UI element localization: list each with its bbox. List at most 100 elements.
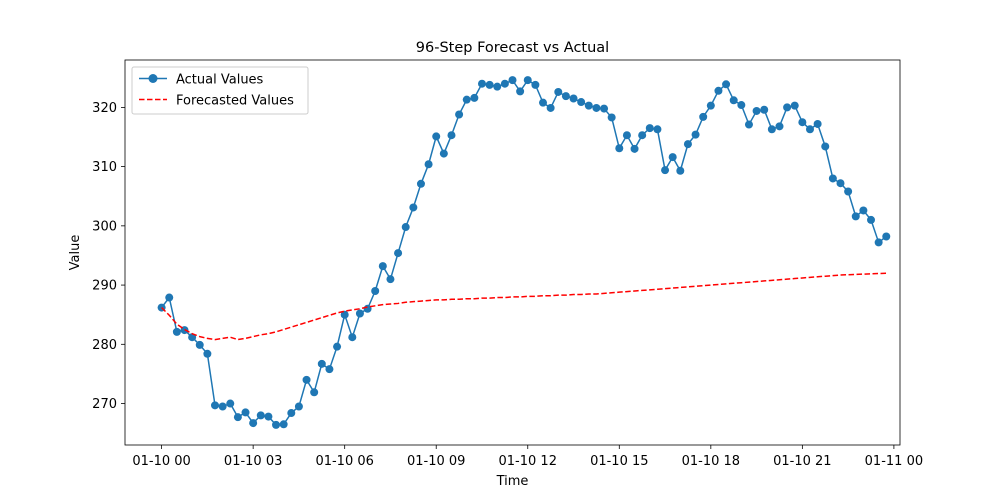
data-point-actual-values bbox=[630, 144, 639, 153]
data-point-actual-values bbox=[424, 160, 433, 169]
data-point-actual-values bbox=[546, 103, 555, 112]
legend-marker-actual bbox=[148, 74, 158, 83]
x-tick-label: 01-10 00 bbox=[132, 454, 190, 469]
data-point-actual-values bbox=[455, 110, 464, 119]
data-point-actual-values bbox=[348, 333, 357, 342]
data-point-actual-values bbox=[233, 413, 242, 422]
data-point-actual-values bbox=[805, 125, 814, 134]
plot-layer bbox=[157, 76, 891, 429]
y-tick-label: 270 bbox=[92, 397, 117, 412]
series-line-actual-values bbox=[161, 79, 887, 426]
data-point-actual-values bbox=[874, 238, 883, 247]
data-point-actual-values bbox=[813, 119, 822, 128]
data-point-actual-values bbox=[508, 76, 517, 85]
data-point-actual-values bbox=[211, 401, 220, 410]
y-tick-label: 300 bbox=[92, 219, 117, 234]
y-tick-label: 310 bbox=[92, 160, 117, 175]
data-point-actual-values bbox=[470, 93, 479, 102]
data-point-actual-values bbox=[638, 131, 647, 140]
data-point-actual-values bbox=[668, 153, 677, 162]
data-point-actual-values bbox=[859, 206, 868, 215]
data-point-actual-values bbox=[615, 144, 624, 153]
data-point-actual-values bbox=[592, 103, 601, 112]
data-point-actual-values bbox=[539, 98, 548, 107]
data-point-actual-values bbox=[828, 174, 837, 183]
data-point-actual-values bbox=[203, 349, 212, 358]
data-point-actual-values bbox=[584, 101, 593, 110]
data-point-actual-values bbox=[561, 92, 570, 101]
data-point-actual-values bbox=[661, 166, 670, 175]
data-point-actual-values bbox=[699, 112, 708, 121]
ticks-layer: 01-10 00 01-10 03 01-10 06 01-10 09 01-10 12… bbox=[92, 101, 923, 469]
data-point-actual-values bbox=[371, 287, 380, 295]
data-point-actual-values bbox=[622, 131, 631, 140]
data-point-actual-values bbox=[500, 79, 509, 88]
data-point-actual-values bbox=[172, 327, 181, 336]
data-point-actual-values bbox=[798, 118, 807, 127]
data-point-actual-values bbox=[752, 106, 761, 115]
legend: Actual Values Forecasted Values bbox=[131, 66, 309, 115]
data-point-actual-values bbox=[554, 87, 563, 96]
data-point-actual-values bbox=[760, 105, 769, 114]
data-point-actual-values bbox=[485, 80, 494, 89]
data-point-actual-values bbox=[317, 359, 326, 368]
legend-box bbox=[131, 66, 309, 115]
x-tick-label: 01-10 18 bbox=[682, 454, 740, 469]
data-point-actual-values bbox=[218, 402, 227, 411]
data-point-actual-values bbox=[821, 142, 830, 151]
data-point-actual-values bbox=[416, 179, 425, 188]
series-line-forecasted-values bbox=[161, 272, 887, 341]
data-point-actual-values bbox=[607, 113, 616, 122]
y-tick-label: 320 bbox=[92, 101, 117, 116]
data-point-actual-values bbox=[577, 98, 586, 107]
legend-label-actual: Actual Values bbox=[176, 73, 264, 88]
data-point-actual-values bbox=[714, 86, 723, 95]
y-tick-label: 280 bbox=[92, 338, 117, 353]
data-point-actual-values bbox=[462, 95, 471, 104]
data-point-actual-values bbox=[493, 82, 502, 91]
data-point-actual-values bbox=[325, 365, 334, 374]
data-point-actual-values bbox=[333, 342, 342, 351]
data-point-actual-values bbox=[447, 131, 456, 140]
data-point-actual-values bbox=[676, 166, 685, 175]
x-tick-label: 01-10 21 bbox=[773, 454, 831, 469]
data-point-actual-values bbox=[790, 101, 799, 110]
data-point-actual-values bbox=[256, 411, 265, 420]
data-point-actual-values bbox=[355, 309, 364, 318]
data-point-actual-values bbox=[767, 125, 776, 134]
data-point-actual-values bbox=[683, 140, 692, 149]
data-point-actual-values bbox=[737, 101, 746, 110]
data-point-actual-values bbox=[844, 187, 853, 196]
x-tick-label: 01-10 03 bbox=[224, 454, 282, 469]
data-point-actual-values bbox=[775, 122, 784, 131]
data-point-actual-values bbox=[744, 120, 753, 129]
data-point-actual-values bbox=[432, 132, 441, 141]
data-point-actual-values bbox=[600, 104, 609, 113]
data-point-actual-values bbox=[706, 101, 715, 110]
x-tick-label: 01-11 00 bbox=[865, 454, 923, 469]
data-point-actual-values bbox=[279, 420, 288, 429]
data-point-actual-values bbox=[340, 310, 349, 319]
data-point-actual-values bbox=[477, 79, 486, 88]
data-point-actual-values bbox=[836, 179, 845, 188]
data-point-actual-values bbox=[401, 223, 410, 232]
data-point-actual-values bbox=[882, 232, 891, 241]
data-point-actual-values bbox=[409, 203, 418, 212]
data-point-actual-values bbox=[241, 408, 250, 417]
x-axis-label: Time bbox=[496, 474, 529, 489]
data-point-actual-values bbox=[691, 130, 700, 139]
data-point-actual-values bbox=[294, 402, 303, 411]
data-point-actual-values bbox=[439, 149, 448, 158]
data-point-actual-values bbox=[645, 124, 654, 133]
data-point-actual-values bbox=[165, 293, 174, 302]
data-point-actual-values bbox=[729, 96, 738, 105]
data-point-actual-values bbox=[226, 399, 235, 408]
data-point-actual-values bbox=[867, 215, 876, 224]
axes-frame bbox=[124, 59, 901, 446]
data-point-actual-values bbox=[310, 388, 319, 397]
data-point-actual-values bbox=[531, 80, 540, 89]
y-tick-label: 290 bbox=[92, 279, 117, 294]
data-point-actual-values bbox=[569, 94, 578, 103]
data-point-actual-values bbox=[272, 420, 281, 429]
